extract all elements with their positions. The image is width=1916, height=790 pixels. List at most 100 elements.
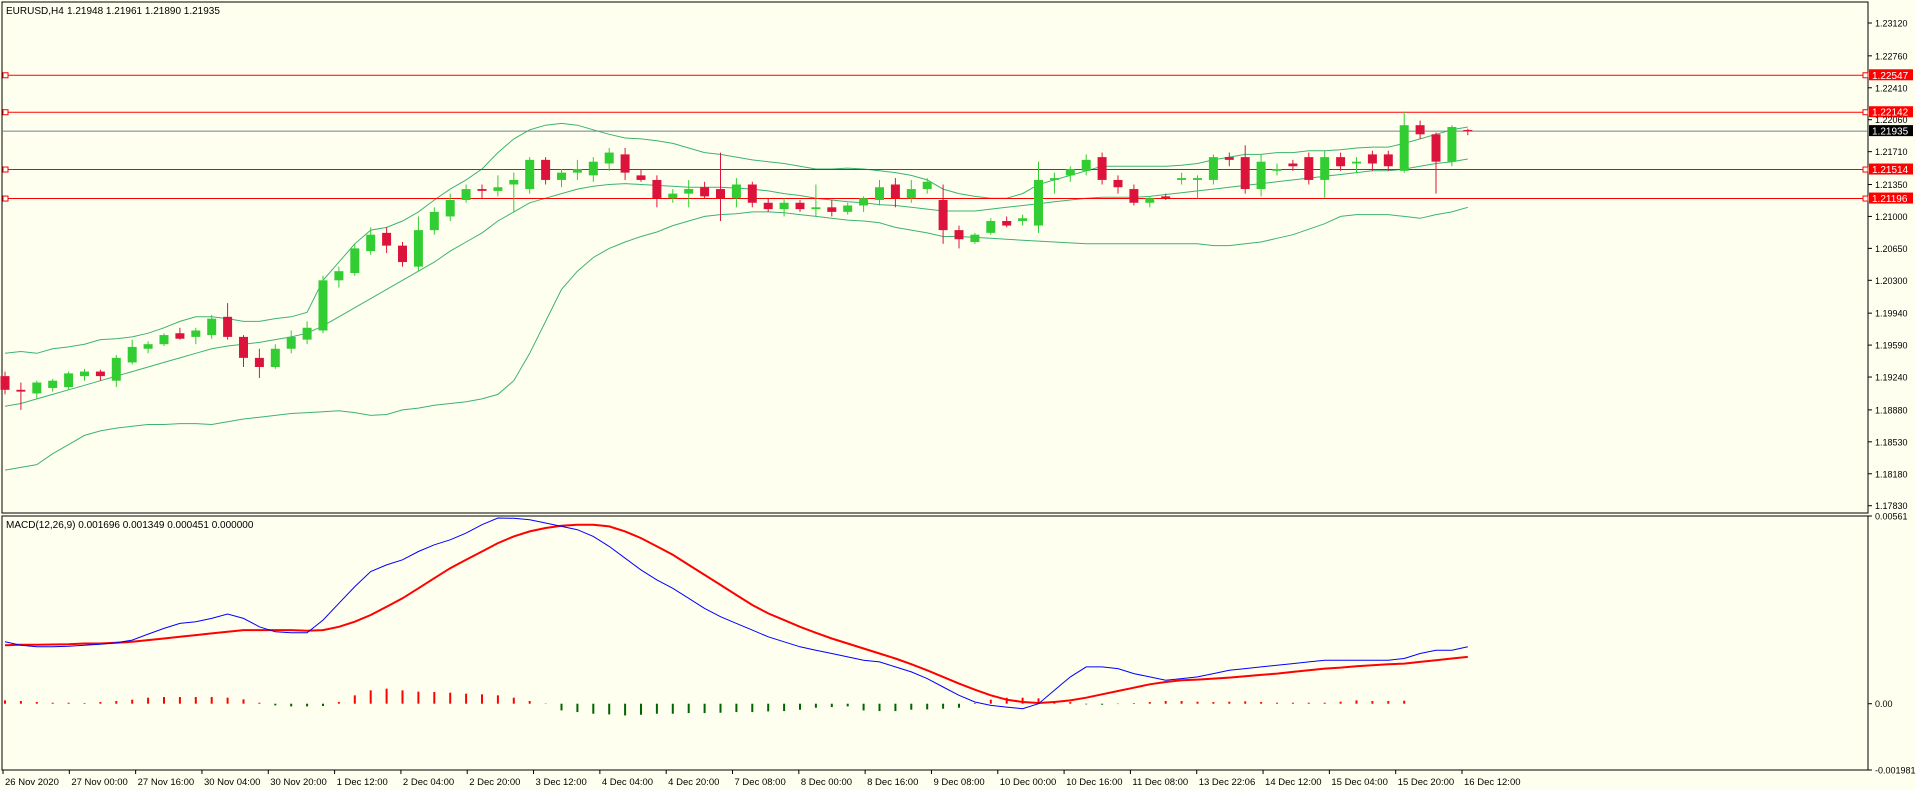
time-tick-label: 11 Dec 08:00 [1132, 777, 1188, 788]
time-tick-label: 30 Nov 20:00 [270, 777, 327, 788]
candle-bull [509, 179, 519, 185]
level-handle [1862, 195, 1869, 202]
level-handle [1862, 109, 1869, 116]
candle-bull [32, 382, 42, 394]
candle-bear [938, 200, 948, 231]
candle-bull [922, 181, 932, 190]
candle-bull [461, 189, 471, 201]
candles [0, 111, 1473, 410]
candle-bear [398, 245, 407, 263]
candle-bull [429, 211, 439, 231]
candle-bull [668, 193, 678, 199]
level-price-label: 1.21514 [1872, 165, 1909, 176]
time-tick-label: 27 Nov 00:00 [71, 777, 128, 788]
candle-bear [1367, 154, 1377, 164]
candle-bear [763, 202, 773, 210]
candle-bull [143, 344, 153, 349]
candle-bull [572, 168, 582, 173]
candle-bull [1065, 168, 1075, 176]
macd-tick-label: 0.00561 [1875, 512, 1908, 522]
candle-bull [843, 205, 853, 212]
candle-bear [1383, 154, 1393, 167]
time-tick-label: 30 Nov 04:00 [204, 777, 261, 788]
candle-bull [318, 280, 328, 331]
candle-bull [350, 248, 360, 274]
price-tick-label: 1.19940 [1875, 309, 1908, 319]
level-handle [2, 72, 9, 79]
price-axis: 1.23120 1.22760 1.22410 1.22060 1.21710 1.213… [1868, 18, 1908, 511]
candle-bear [1463, 129, 1473, 132]
candle-bull [1208, 157, 1218, 180]
candle-bear [382, 232, 392, 246]
candle-bull [270, 348, 280, 367]
price-tick-label: 1.21350 [1875, 180, 1908, 190]
candle-bull [64, 373, 74, 388]
candle-bull [557, 172, 566, 180]
candle-bull [906, 189, 916, 199]
candle-bull [731, 184, 741, 199]
candle-bull [779, 202, 789, 210]
time-tick-label: 2 Dec 04:00 [403, 777, 454, 788]
candle-bear [1415, 125, 1425, 135]
band-upper-line [4, 122, 1468, 354]
current-price-tag [1869, 125, 1913, 137]
level-handle [2, 166, 9, 173]
candle-bull [1352, 161, 1361, 164]
time-tick-label: 14 Dec 12:00 [1265, 777, 1322, 788]
macd-tick-label: 0.00 [1875, 699, 1893, 709]
level-handle [1862, 72, 1869, 79]
band-lower-line [4, 206, 1468, 471]
symbol-header: EURUSD,H4 [6, 6, 64, 17]
level-price-tag [1869, 192, 1913, 204]
time-tick-label: 13 Dec 22:06 [1199, 777, 1256, 788]
time-tick-label: 3 Dec 12:00 [536, 777, 587, 788]
candle-bull [127, 346, 137, 363]
price-tick-label: 1.18880 [1875, 405, 1908, 415]
main-panel-frame [1, 1, 1869, 514]
candle-bull [286, 336, 296, 349]
macd-tick-label: -0.001981 [1875, 766, 1916, 776]
candle-bear [1097, 157, 1107, 180]
candle-bear [700, 187, 710, 197]
candle-bull [159, 335, 169, 345]
level-price-label: 1.21196 [1872, 194, 1908, 205]
time-tick-label: 7 Dec 08:00 [735, 777, 786, 788]
time-tick-label: 15 Dec 04:00 [1331, 777, 1388, 788]
candle-bull [875, 187, 884, 201]
price-tick-label: 1.20650 [1875, 244, 1908, 254]
candle-bull [1145, 198, 1155, 203]
time-tick-label: 15 Dec 20:00 [1398, 777, 1455, 788]
price-tick-label: 1.21000 [1875, 212, 1908, 222]
candle-bull [1320, 157, 1330, 180]
candle-bull [413, 230, 423, 267]
candle-bear [636, 175, 646, 180]
candle-bull [1034, 179, 1043, 226]
candle-bull [525, 159, 535, 190]
candle-bull [604, 152, 614, 164]
candle-bull [1177, 178, 1187, 180]
price-tick-label: 1.21710 [1875, 147, 1908, 157]
time-tick-label: 26 Nov 2020 [5, 777, 59, 788]
candle-bear [1304, 157, 1314, 180]
price-tick-label: 1.19240 [1875, 373, 1908, 383]
level-price-tag [1869, 163, 1913, 175]
candle-bear [541, 159, 551, 180]
candle-bear [747, 184, 757, 203]
candle-bull [859, 198, 869, 206]
candle-bear [1336, 157, 1346, 167]
ohlc-header: 1.21948 1.21961 1.21890 1.21935 [67, 6, 220, 17]
candle-bull [207, 318, 217, 336]
candle-bear [477, 189, 487, 191]
level-price-label: 1.22142 [1872, 108, 1909, 119]
candle-bear [0, 376, 10, 390]
time-tick-label: 16 Dec 12:00 [1464, 777, 1521, 788]
macd-header: MACD(12,26,9) 0.001696 0.001349 0.000451… [6, 520, 254, 531]
time-tick-label: 8 Dec 16:00 [867, 777, 918, 788]
price-tick-label: 1.17830 [1875, 501, 1908, 511]
candle-bull [811, 207, 821, 210]
macd-indicator: 0.00561 0.00 -0.001981 [4, 512, 1916, 776]
candle-bull [191, 330, 201, 337]
candle-bull [986, 221, 996, 233]
